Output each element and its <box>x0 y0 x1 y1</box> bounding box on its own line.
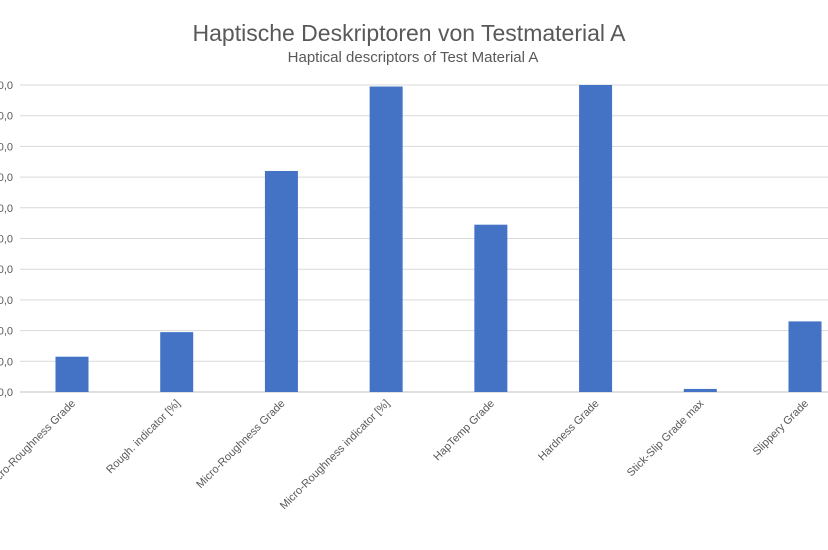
bar <box>369 86 403 392</box>
bars <box>55 85 822 392</box>
x-category-label: Rough. indicator [%] <box>104 398 183 477</box>
bar <box>579 85 613 392</box>
bar <box>160 332 194 392</box>
bar <box>683 388 717 392</box>
x-category-label: Stick-Slip Grade max <box>625 397 707 479</box>
y-tick-label: 70,0 <box>0 172 13 184</box>
x-category-label: Hardness Grade <box>536 398 602 464</box>
y-tick-label: 10,0 <box>0 356 13 368</box>
x-category-label: Macro-Roughness Grade <box>0 398 78 494</box>
y-axis-tick-labels: 0,0 10,0 20,0 30,0 40,0 50,0 60,0 70,0 80,0 90,0 1… <box>0 80 13 399</box>
bar <box>55 356 89 392</box>
y-tick-label: 100,0 <box>0 80 13 92</box>
bar <box>264 170 298 392</box>
y-tick-label: 0,0 <box>0 387 13 399</box>
y-tick-label: 80,0 <box>0 141 13 153</box>
y-tick-label: 20,0 <box>0 326 13 338</box>
y-tick-label: 50,0 <box>0 234 13 246</box>
chart-subtitle: Haptical descriptors of Test Material A <box>288 49 539 66</box>
gridlines <box>20 84 828 393</box>
chart-title: Haptische Deskriptoren von Testmaterial … <box>193 20 627 46</box>
y-tick-label: 60,0 <box>0 203 13 215</box>
x-category-label: HapTemp Grade <box>431 398 497 464</box>
bar <box>474 224 508 392</box>
x-category-label: Micro-Roughness indicator [%] <box>278 398 392 512</box>
x-category-label: Slippery Grade <box>751 398 811 458</box>
y-tick-label: 40,0 <box>0 264 13 276</box>
bar <box>788 321 822 392</box>
y-tick-label: 90,0 <box>0 111 13 123</box>
x-category-label: Micro-Roughness Grade <box>194 398 287 491</box>
x-axis-category-labels: Macro-Roughness Grade Rough. indicator [%… <box>0 397 811 512</box>
y-tick-label: 30,0 <box>0 295 13 307</box>
